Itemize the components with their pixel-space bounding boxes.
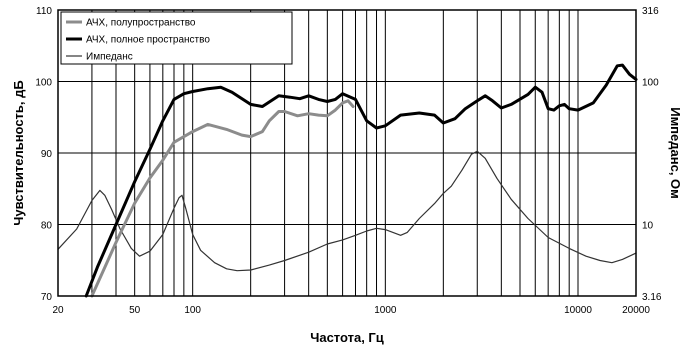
- legend-label-full-space: АЧХ, полное пространство: [86, 35, 210, 46]
- legend-label-impedance: Импеданс: [86, 52, 133, 63]
- series-full-space-line: [84, 63, 638, 298]
- y-tick-label: 100: [35, 78, 52, 89]
- x-tick-label: 20: [52, 305, 64, 316]
- y-tick-label: 90: [41, 149, 53, 160]
- y2-tick-label: 100: [642, 77, 659, 88]
- y-axis-title: Чувствительность, дБ: [11, 80, 26, 226]
- x-tick-label: 100: [184, 305, 201, 316]
- series-half-space-line: [90, 99, 355, 298]
- plot-frame: [57, 9, 637, 297]
- x-axis-title: Частота, Гц: [310, 330, 384, 345]
- x-tick-label: 10000: [564, 305, 592, 316]
- x-tick-label: 20000: [622, 305, 650, 316]
- legend-label-half-space: АЧХ, полупространство: [86, 18, 196, 29]
- x-tick-label: 50: [129, 305, 141, 316]
- y2-tick-label: 316: [642, 6, 659, 17]
- y-tick-label: 110: [36, 6, 52, 17]
- series-impedance-line: [57, 150, 637, 272]
- y2-tick-label: 10: [642, 220, 654, 231]
- y2-tick-label: 3.16: [642, 292, 662, 303]
- series-group: [57, 63, 638, 298]
- y-tick-label: 80: [41, 221, 53, 232]
- legend: АЧХ, полупространство АЧХ, полное простр…: [60, 11, 293, 65]
- legend-box: [60, 11, 293, 65]
- y-tick-label: 70: [41, 292, 53, 303]
- tick-labels: 20 50 100 1000 10000 20000 70 80 90 100 110 3.16 10 1…: [35, 6, 662, 316]
- x-tick-label: 1000: [374, 305, 397, 316]
- y2-axis-title: Импеданс, Ом: [668, 107, 683, 199]
